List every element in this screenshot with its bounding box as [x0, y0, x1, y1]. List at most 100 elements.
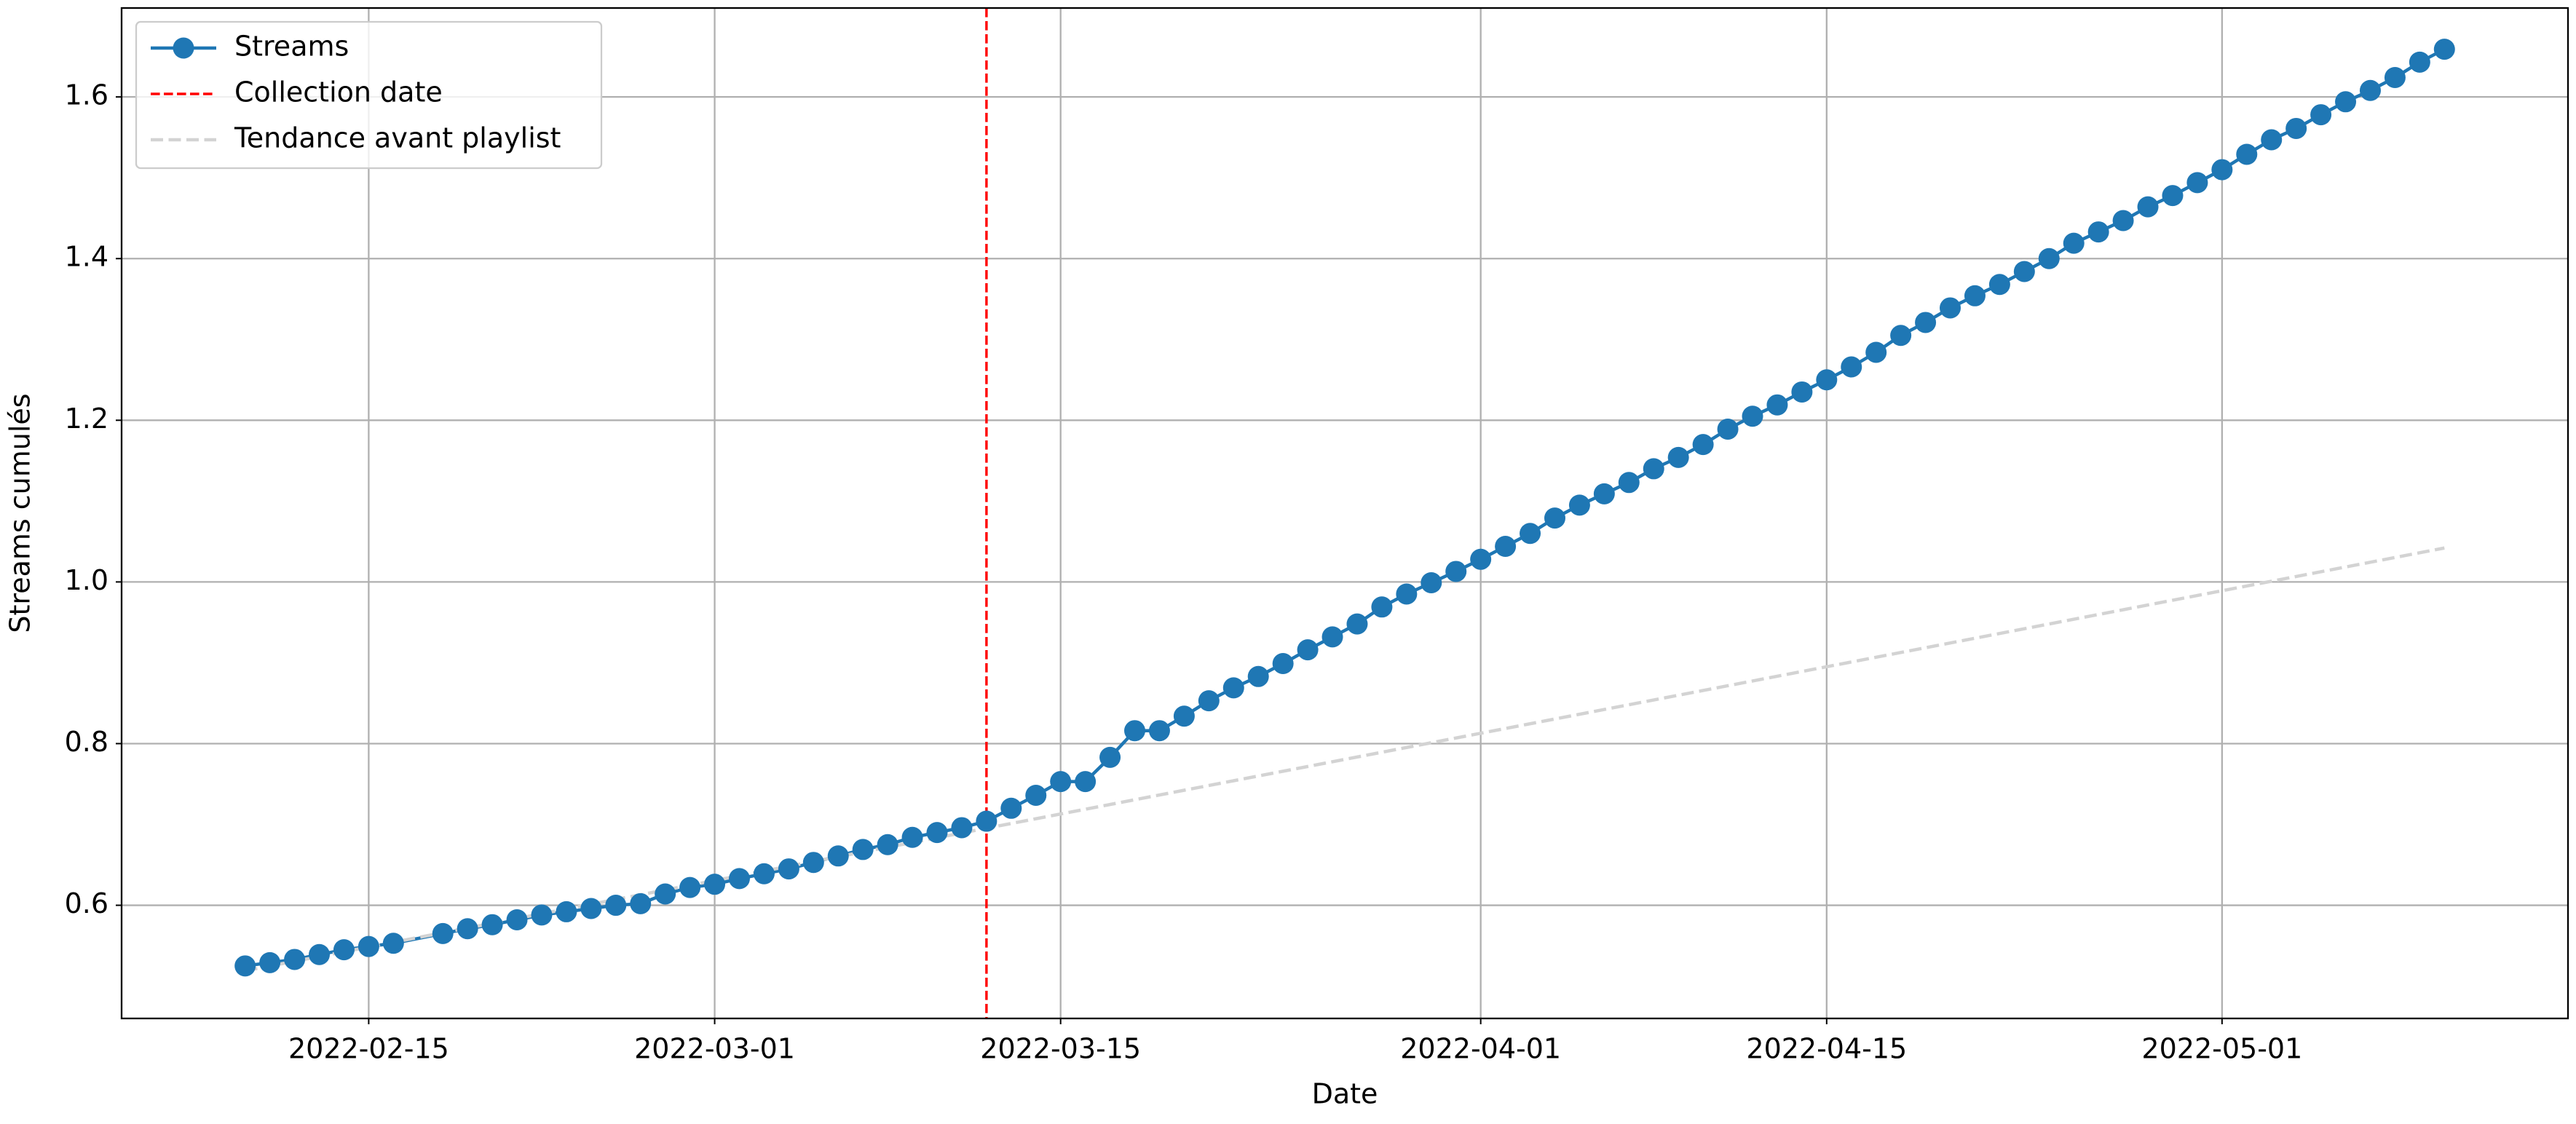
point: [2384, 66, 2406, 88]
legend-label: Collection date: [234, 76, 443, 108]
point: [951, 817, 973, 839]
point: [2211, 159, 2233, 181]
point: [2137, 196, 2159, 218]
point: [2087, 221, 2109, 243]
point: [753, 863, 775, 884]
point: [1766, 394, 1788, 416]
point: [357, 935, 379, 957]
point: [1075, 771, 1097, 793]
point: [630, 893, 652, 914]
point: [234, 955, 256, 977]
point: [1495, 536, 1517, 558]
point: [1940, 297, 1961, 319]
y-tick-label: 1.2: [65, 403, 108, 435]
point: [1346, 613, 1368, 635]
point: [778, 858, 799, 880]
legend-label: Streams: [234, 31, 349, 63]
point: [827, 845, 849, 867]
point: [556, 901, 577, 922]
y-tick-label: 1.0: [65, 564, 108, 596]
point: [580, 898, 602, 919]
point: [1272, 653, 1294, 675]
point: [1618, 472, 1640, 494]
point: [1297, 639, 1319, 661]
point: [284, 949, 306, 970]
point: [852, 839, 874, 860]
point: [976, 810, 997, 832]
point: [1222, 677, 1244, 699]
x-tick-label: 2022-05-01: [2141, 1033, 2302, 1065]
point: [605, 895, 627, 917]
point: [2112, 210, 2134, 231]
y-tick-label: 0.8: [65, 726, 108, 758]
point: [1544, 507, 1565, 529]
point: [506, 909, 528, 931]
point: [1247, 665, 1269, 687]
point: [877, 834, 898, 855]
legend-box: [135, 20, 603, 170]
point: [1321, 626, 1343, 648]
point: [728, 868, 750, 890]
point: [1148, 720, 1170, 742]
point: [1470, 548, 1492, 570]
point: [1865, 341, 1887, 363]
series-line: [245, 47, 2446, 968]
point: [2310, 104, 2332, 126]
point: [1915, 312, 1937, 333]
point: [481, 914, 503, 935]
point: [1198, 690, 1220, 712]
point: [926, 822, 948, 844]
point: [1025, 785, 1047, 807]
point: [1791, 381, 1813, 403]
point: [655, 883, 676, 905]
point: [1667, 446, 1689, 468]
point: [333, 939, 355, 961]
point: [901, 826, 923, 848]
point: [679, 876, 701, 898]
series-line: [245, 546, 2445, 973]
point: [2038, 248, 2060, 269]
point: [2186, 172, 2208, 194]
y-axis-label: Streams cumulés: [4, 393, 36, 633]
point: [2236, 143, 2258, 165]
point: [802, 852, 824, 874]
point: [1643, 458, 1664, 480]
point: [2285, 117, 2307, 139]
point: [2261, 129, 2283, 151]
plot-frame: [120, 7, 2569, 1020]
point: [1816, 369, 1838, 391]
point: [2162, 185, 2184, 207]
point: [1964, 285, 1986, 306]
point: [457, 918, 478, 940]
point: [1520, 523, 1541, 545]
point: [1371, 596, 1393, 618]
x-tick-label: 2022-03-01: [634, 1033, 795, 1065]
point: [1050, 771, 1072, 793]
x-tick-label: 2022-03-15: [980, 1033, 1141, 1065]
point: [1445, 561, 1467, 582]
x-axis-label: Date: [1312, 1078, 1378, 1110]
point: [1421, 571, 1442, 593]
point: [1000, 797, 1022, 819]
point: [1396, 583, 1418, 605]
legend-label: Tendance avant playlist: [234, 122, 561, 154]
point: [382, 933, 404, 954]
point: [1568, 494, 1590, 516]
point: [1988, 274, 2010, 296]
point: [2433, 39, 2455, 60]
x-tick-label: 2022-04-01: [1400, 1033, 1561, 1065]
x-tick-label: 2022-04-15: [1746, 1033, 1907, 1065]
y-tick-label: 1.4: [65, 241, 108, 273]
point: [1124, 720, 1146, 742]
point: [1890, 325, 1912, 347]
point: [1173, 705, 1195, 727]
y-tick-label: 0.6: [65, 887, 108, 919]
point: [309, 943, 331, 965]
point: [1717, 419, 1739, 440]
point: [531, 904, 553, 926]
point: [259, 951, 281, 973]
point: [432, 922, 454, 944]
x-tick-label: 2022-02-15: [288, 1033, 449, 1065]
